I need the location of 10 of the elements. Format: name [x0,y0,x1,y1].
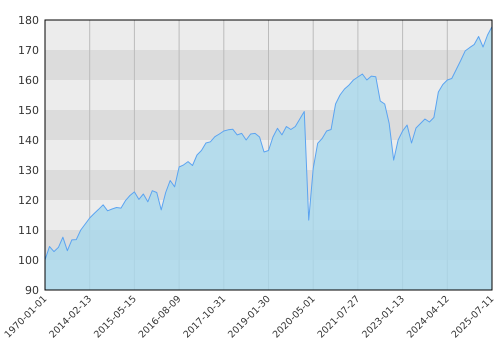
y-tick-label: 110 [18,224,39,237]
y-tick-label: 150 [18,104,39,117]
y-tick-label: 100 [18,254,39,267]
y-tick-label: 140 [18,134,39,147]
y-tick-label: 120 [18,194,39,207]
y-tick-label: 180 [18,14,39,27]
y-tick-label: 90 [25,284,39,297]
y-tick-label: 160 [18,74,39,87]
y-tick-label: 170 [18,44,39,57]
y-tick-label: 130 [18,164,39,177]
